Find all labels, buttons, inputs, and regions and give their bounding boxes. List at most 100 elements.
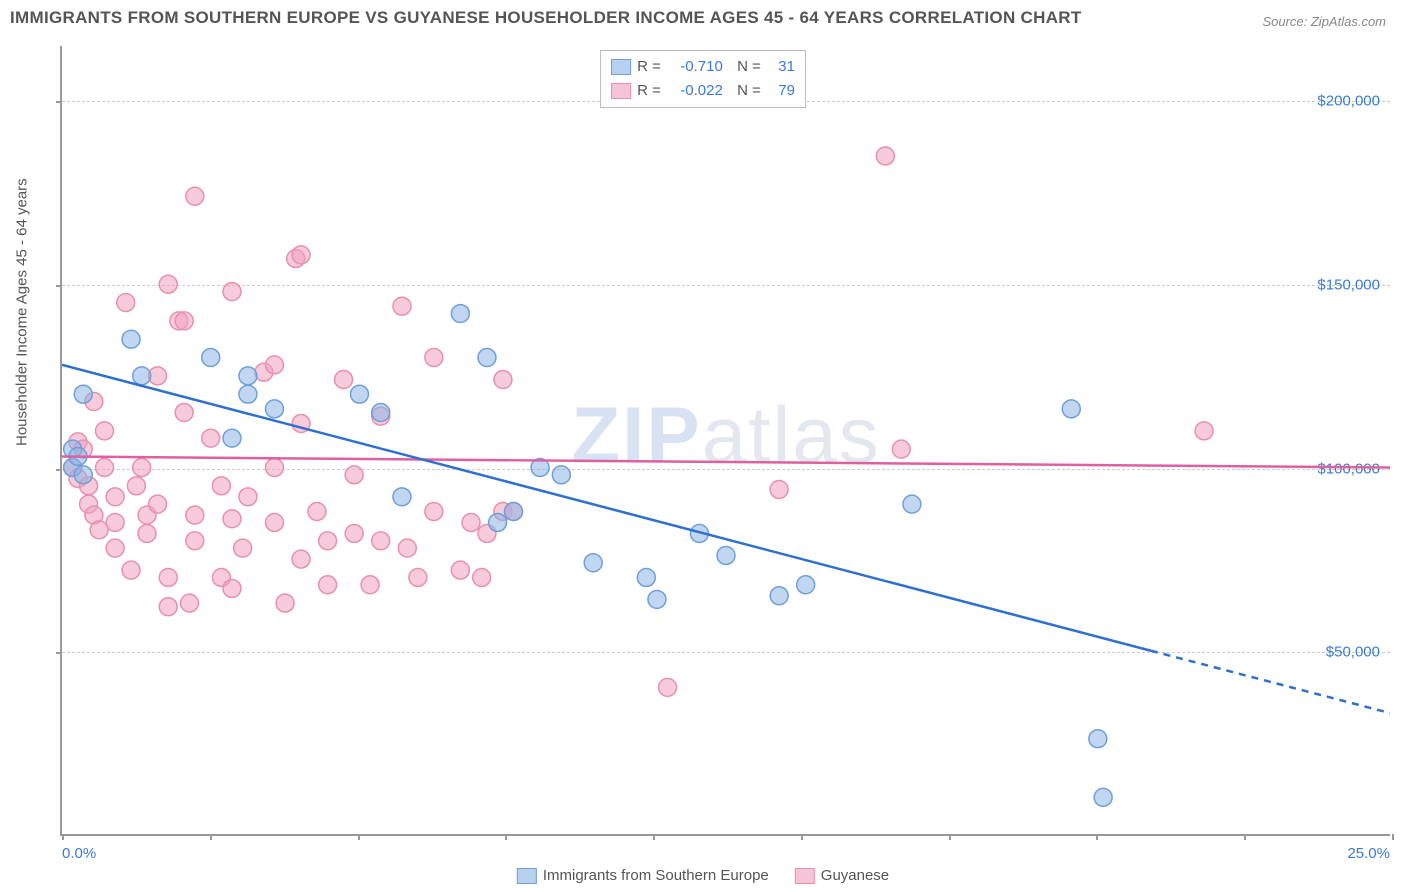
data-point — [223, 283, 241, 301]
data-point — [212, 477, 230, 495]
data-point — [892, 440, 910, 458]
data-point — [425, 502, 443, 520]
data-point — [96, 422, 114, 440]
data-point — [398, 539, 416, 557]
data-point — [345, 524, 363, 542]
data-point — [159, 568, 177, 586]
legend-item-series2: Guyanese — [795, 867, 889, 884]
chart-title: IMMIGRANTS FROM SOUTHERN EUROPE VS GUYAN… — [10, 8, 1082, 28]
data-point — [659, 678, 677, 696]
series-legend: Immigrants from Southern Europe Guyanese — [517, 867, 889, 884]
data-point — [223, 510, 241, 528]
data-point — [181, 594, 199, 612]
swatch-series2 — [611, 83, 631, 99]
data-point — [1089, 730, 1107, 748]
x-tick-label-max: 25.0% — [1347, 845, 1390, 862]
data-point — [265, 356, 283, 374]
data-point — [159, 598, 177, 616]
data-point — [149, 495, 167, 513]
chart-plot-area: ZIPatlas $50,000$100,000$150,000$200,000… — [60, 46, 1390, 836]
data-point — [462, 513, 480, 531]
n-value-1: 31 — [767, 55, 795, 79]
data-point — [133, 367, 151, 385]
data-point — [770, 587, 788, 605]
swatch-series1 — [611, 59, 631, 75]
legend-row-series2: R = -0.022 N = 79 — [611, 79, 795, 103]
data-point — [451, 305, 469, 323]
legend-row-series1: R = -0.710 N = 31 — [611, 55, 795, 79]
r-value-2: -0.022 — [667, 79, 723, 103]
data-point — [74, 385, 92, 403]
data-point — [425, 349, 443, 367]
trendline-guyanese — [62, 456, 1390, 467]
data-point — [239, 488, 257, 506]
data-point — [292, 246, 310, 264]
data-point — [494, 371, 512, 389]
data-point — [505, 502, 523, 520]
data-point — [552, 466, 570, 484]
data-point — [350, 385, 368, 403]
legend-item-series1: Immigrants from Southern Europe — [517, 867, 769, 884]
n-value-2: 79 — [767, 79, 795, 103]
data-point — [361, 576, 379, 594]
data-point — [1094, 788, 1112, 806]
source-attribution: Source: ZipAtlas.com — [1262, 14, 1386, 29]
data-point — [1062, 400, 1080, 418]
data-point — [122, 330, 140, 348]
data-point — [473, 568, 491, 586]
data-point — [106, 513, 124, 531]
data-point — [106, 539, 124, 557]
data-point — [175, 312, 193, 330]
data-point — [319, 576, 337, 594]
data-point — [202, 349, 220, 367]
swatch-bottom-2 — [795, 868, 815, 884]
data-point — [770, 481, 788, 499]
data-point — [393, 297, 411, 315]
data-point — [234, 539, 252, 557]
swatch-bottom-1 — [517, 868, 537, 884]
data-point — [797, 576, 815, 594]
data-point — [319, 532, 337, 550]
data-point — [276, 594, 294, 612]
data-point — [127, 477, 145, 495]
data-point — [186, 532, 204, 550]
data-point — [106, 488, 124, 506]
data-point — [489, 513, 507, 531]
correlation-legend: R = -0.710 N = 31 R = -0.022 N = 79 — [600, 50, 806, 108]
data-point — [478, 349, 496, 367]
r-value-1: -0.710 — [667, 55, 723, 79]
scatter-svg — [62, 46, 1390, 834]
trendline-extrapolation — [1151, 651, 1390, 713]
data-point — [409, 568, 427, 586]
data-point — [876, 147, 894, 165]
y-axis-label: Householder Income Ages 45 - 64 years — [14, 178, 31, 446]
data-point — [186, 506, 204, 524]
data-point — [239, 385, 257, 403]
data-point — [1195, 422, 1213, 440]
data-point — [117, 294, 135, 312]
data-point — [74, 466, 92, 484]
data-point — [584, 554, 602, 572]
data-point — [372, 404, 390, 422]
data-point — [223, 579, 241, 597]
data-point — [96, 459, 114, 477]
data-point — [239, 367, 257, 385]
data-point — [345, 466, 363, 484]
data-point — [335, 371, 353, 389]
data-point — [717, 546, 735, 564]
data-point — [903, 495, 921, 513]
data-point — [648, 590, 666, 608]
data-point — [122, 561, 140, 579]
x-tick-label-min: 0.0% — [62, 845, 96, 862]
data-point — [637, 568, 655, 586]
data-point — [223, 429, 241, 447]
data-point — [175, 404, 193, 422]
data-point — [202, 429, 220, 447]
data-point — [265, 513, 283, 531]
trendline-southern-europe — [62, 365, 1151, 651]
data-point — [393, 488, 411, 506]
data-point — [138, 524, 156, 542]
data-point — [292, 550, 310, 568]
data-point — [308, 502, 326, 520]
data-point — [133, 459, 151, 477]
